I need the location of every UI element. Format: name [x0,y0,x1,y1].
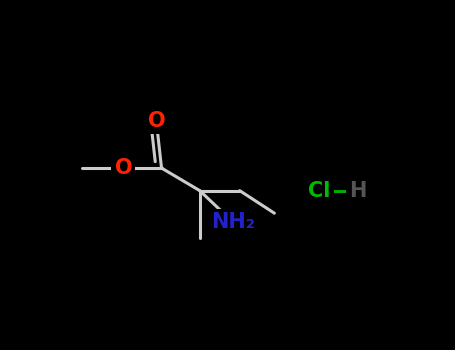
Text: O: O [115,158,132,178]
Text: H: H [349,181,366,201]
Text: NH₂: NH₂ [211,212,255,232]
Text: Cl: Cl [308,181,331,201]
Text: O: O [147,111,165,131]
